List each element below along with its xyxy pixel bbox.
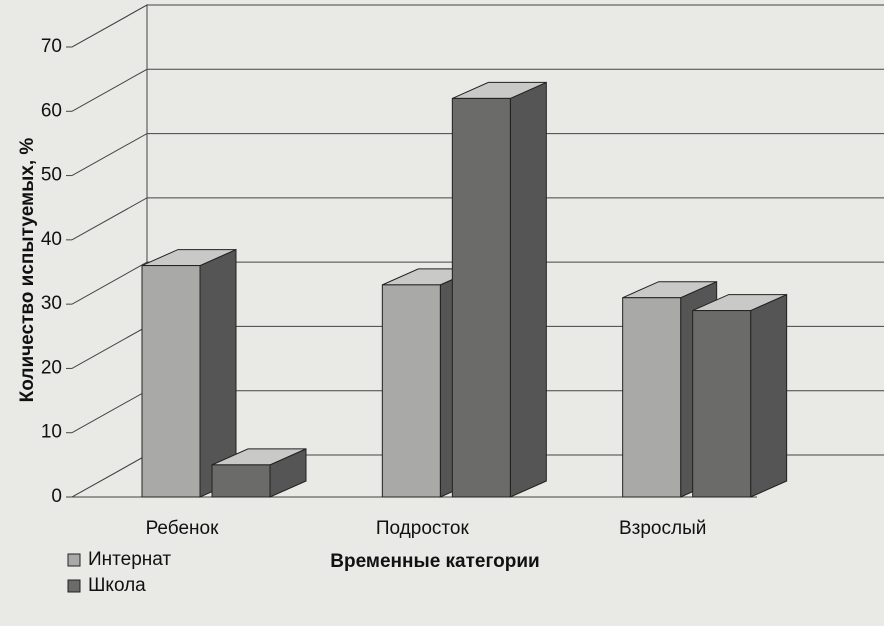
bar	[692, 310, 752, 498]
bar	[141, 265, 201, 498]
grid-line	[71, 197, 884, 241]
bar-side	[750, 293, 788, 498]
y-tick-label: 10	[41, 422, 62, 443]
grid-line	[71, 4, 884, 48]
grid-line	[71, 68, 884, 112]
bar	[211, 464, 271, 498]
legend-swatch	[67, 553, 81, 567]
y-tick-label: 20	[41, 357, 62, 378]
y-tick-label: 0	[51, 486, 62, 507]
x-tick-label: Подросток	[376, 518, 470, 539]
bar-side	[509, 81, 547, 498]
bar	[622, 297, 682, 498]
x-tick-label: Ребенок	[146, 518, 219, 539]
y-tick-label: 40	[41, 229, 62, 250]
grid-line	[71, 133, 884, 177]
y-tick-label: 50	[41, 165, 62, 186]
y-tick-label: 70	[41, 36, 62, 57]
bar	[451, 97, 511, 498]
x-tick-label: Взрослый	[619, 518, 706, 539]
bar	[381, 284, 441, 498]
legend-swatch	[67, 579, 81, 593]
y-tick-label: 60	[41, 100, 62, 121]
x-axis-title: Временные категории	[330, 551, 539, 572]
legend-label: Интернат	[88, 549, 171, 570]
y-tick-label: 30	[41, 293, 62, 314]
grid-line	[71, 261, 884, 305]
y-axis-title: Количество испытуемых, %	[17, 138, 38, 403]
legend-label: Школа	[88, 575, 146, 596]
